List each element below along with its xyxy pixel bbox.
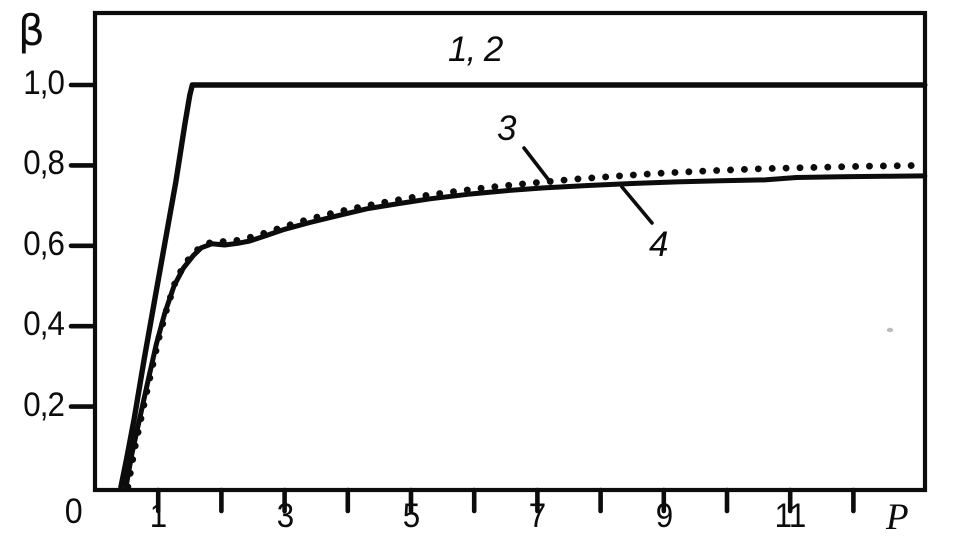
- x-tick-label: 1: [149, 497, 167, 535]
- x-axis-title: P: [886, 497, 909, 538]
- origin-label: 0: [64, 492, 83, 531]
- y-tick-label: 0,4: [23, 305, 65, 344]
- x-tick-label: 3: [276, 497, 293, 535]
- y-axis-title: β: [18, 6, 45, 55]
- plot-frame: [92, 10, 928, 493]
- curve-label-3: 3: [497, 109, 516, 148]
- curve-1-2-line: [118, 82, 928, 490]
- y-tick-label: 0,6: [23, 224, 65, 263]
- x-tick-label: 5: [402, 497, 420, 535]
- scan-artifact-dot: [886, 327, 894, 333]
- x-tick-label: 11: [774, 497, 807, 535]
- y-tick-label: 1,0: [23, 64, 65, 102]
- leader-line-curve-3: [522, 146, 553, 185]
- curve-label-1-2: 1, 2: [448, 30, 503, 69]
- y-tick-label: 0,2: [23, 385, 65, 424]
- y-tick-label: 0,8: [23, 144, 65, 183]
- curve-label-4: 4: [649, 225, 668, 264]
- x-tick-label: 7: [529, 497, 546, 535]
- x-tick-label: 9: [655, 497, 673, 535]
- leader-line-curve-4: [620, 185, 654, 225]
- curve-4-line: [123, 173, 928, 490]
- curve-3-dotted-line: [124, 162, 927, 491]
